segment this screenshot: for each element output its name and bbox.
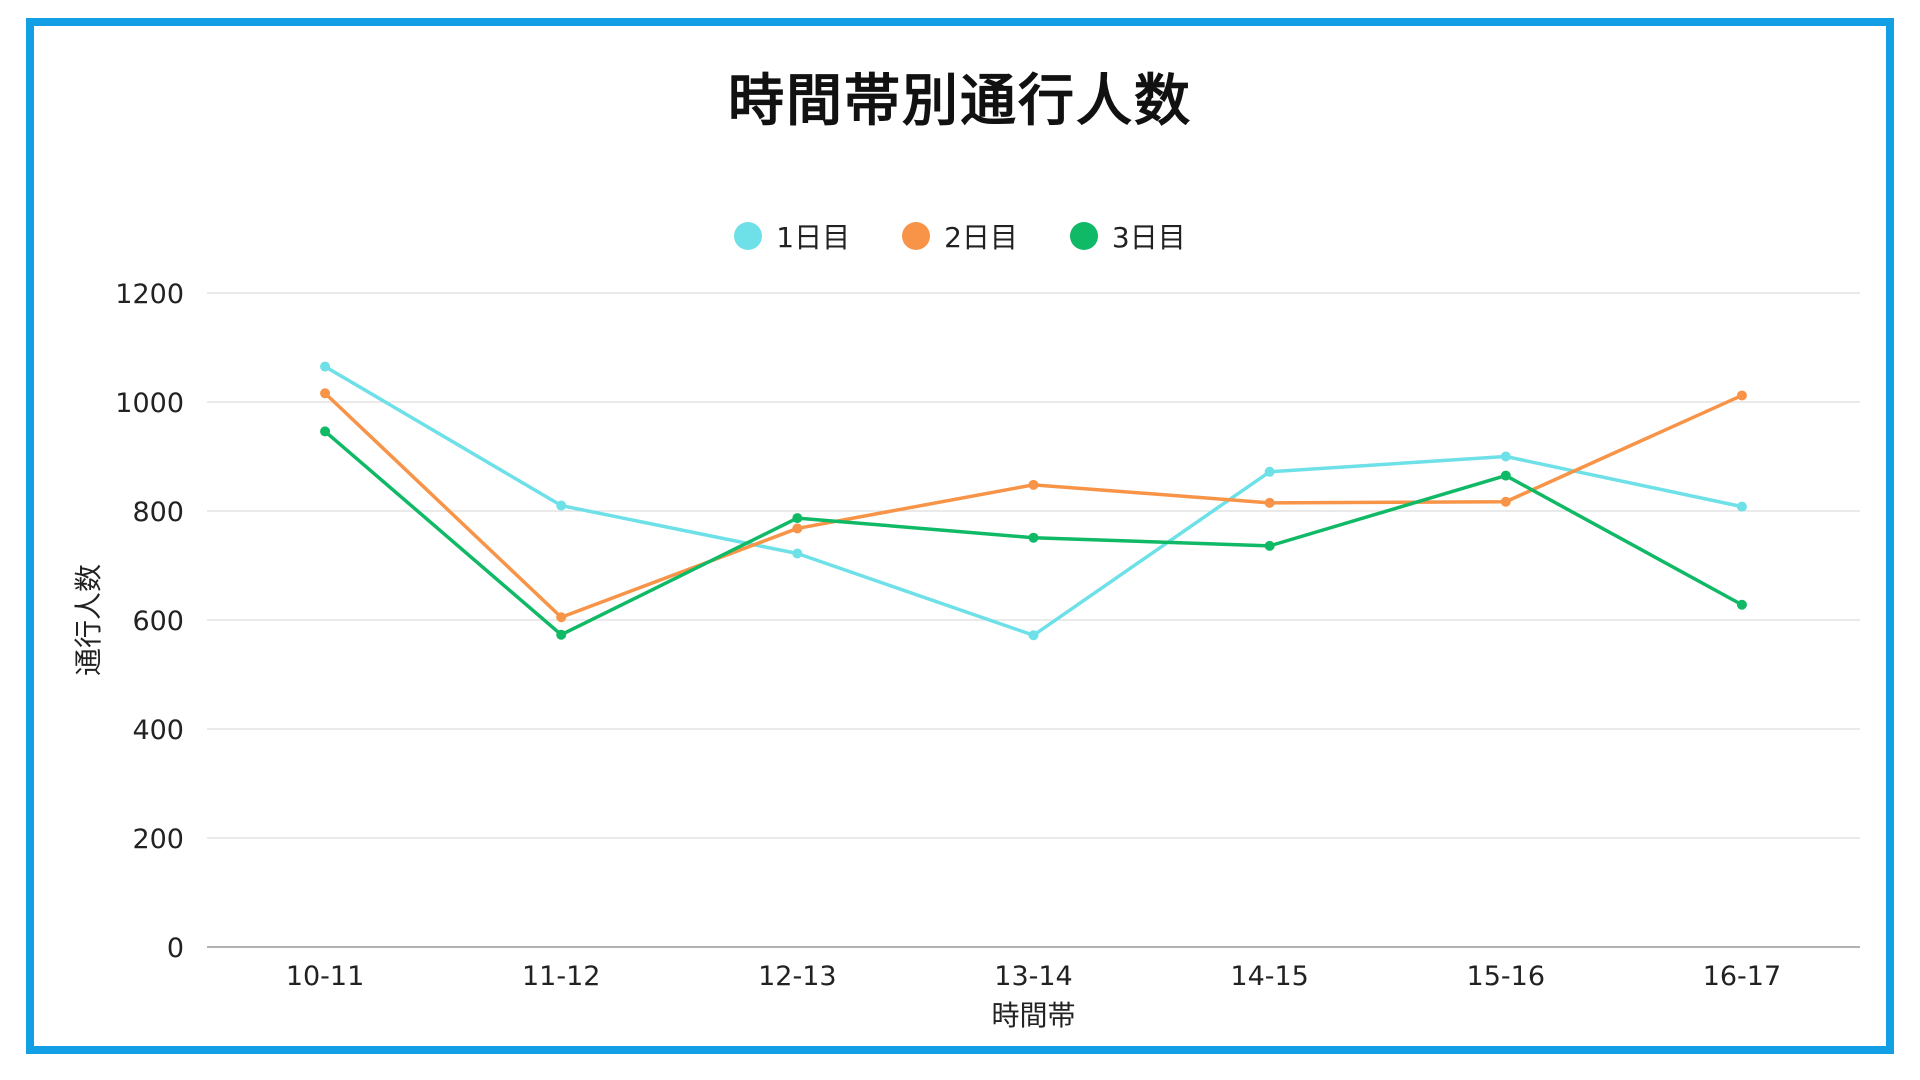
legend-item-series-2[interactable]: 2日目 bbox=[902, 216, 1018, 256]
x-tick-label: 15-16 bbox=[1467, 961, 1545, 992]
legend-item-series-1[interactable]: 1日目 bbox=[734, 216, 850, 256]
legend-label-series-2: 2日目 bbox=[944, 221, 1018, 254]
data-point-series-3 bbox=[1736, 599, 1747, 610]
y-tick-label: 800 bbox=[132, 497, 184, 528]
legend-swatch-series-1 bbox=[734, 222, 763, 250]
data-point-series-3 bbox=[1028, 532, 1039, 543]
legend-label-series-3: 3日目 bbox=[1111, 221, 1186, 254]
data-point-series-3 bbox=[792, 513, 803, 524]
data-point-series-1 bbox=[1028, 630, 1039, 641]
y-tick-label: 600 bbox=[132, 606, 184, 637]
chart-title: 時間帯別通行人数 bbox=[728, 69, 1192, 134]
legend-label-series-1: 1日目 bbox=[776, 221, 851, 254]
data-point-series-2 bbox=[1500, 496, 1511, 507]
data-point-series-3 bbox=[1264, 540, 1275, 551]
data-point-series-2 bbox=[1028, 479, 1039, 490]
legend-swatch-series-2 bbox=[902, 222, 931, 250]
data-point-series-2 bbox=[1736, 390, 1747, 401]
chart-frame bbox=[26, 18, 1894, 1054]
data-point-series-1 bbox=[320, 361, 331, 372]
data-point-series-1 bbox=[556, 500, 567, 511]
x-tick-label: 10-11 bbox=[286, 961, 364, 992]
x-tick-label: 14-15 bbox=[1230, 961, 1308, 992]
x-tick-label: 12-13 bbox=[758, 961, 836, 992]
y-axis-title: 通行人数 bbox=[72, 564, 105, 676]
data-point-series-3 bbox=[556, 629, 567, 640]
data-point-series-1 bbox=[1736, 501, 1747, 512]
x-tick-label: 16-17 bbox=[1703, 961, 1781, 992]
data-point-series-2 bbox=[320, 388, 331, 399]
data-point-series-2 bbox=[556, 612, 567, 623]
x-tick-label: 11-12 bbox=[522, 961, 600, 992]
chart-legend: 1日目 2日目 3日目 bbox=[0, 216, 1920, 256]
x-tick-label: 13-14 bbox=[994, 961, 1072, 992]
y-tick-label: 1000 bbox=[115, 388, 184, 419]
series-line-2 bbox=[323, 392, 1743, 620]
data-point-series-2 bbox=[1264, 497, 1275, 508]
data-point-series-1 bbox=[1500, 451, 1511, 462]
data-point-series-1 bbox=[792, 548, 803, 559]
x-axis-title: 時間帯 bbox=[991, 999, 1075, 1032]
data-point-series-3 bbox=[1500, 470, 1511, 481]
data-point-series-1 bbox=[1264, 466, 1275, 477]
data-point-series-3 bbox=[320, 426, 331, 437]
data-point-series-2 bbox=[792, 523, 803, 534]
legend-item-series-3[interactable]: 3日目 bbox=[1069, 216, 1186, 256]
y-tick-label: 200 bbox=[132, 824, 184, 855]
legend-swatch-series-3 bbox=[1069, 222, 1098, 250]
y-tick-label: 400 bbox=[132, 715, 184, 746]
y-tick-label: 1200 bbox=[115, 279, 184, 310]
y-tick-label: 0 bbox=[167, 933, 184, 964]
